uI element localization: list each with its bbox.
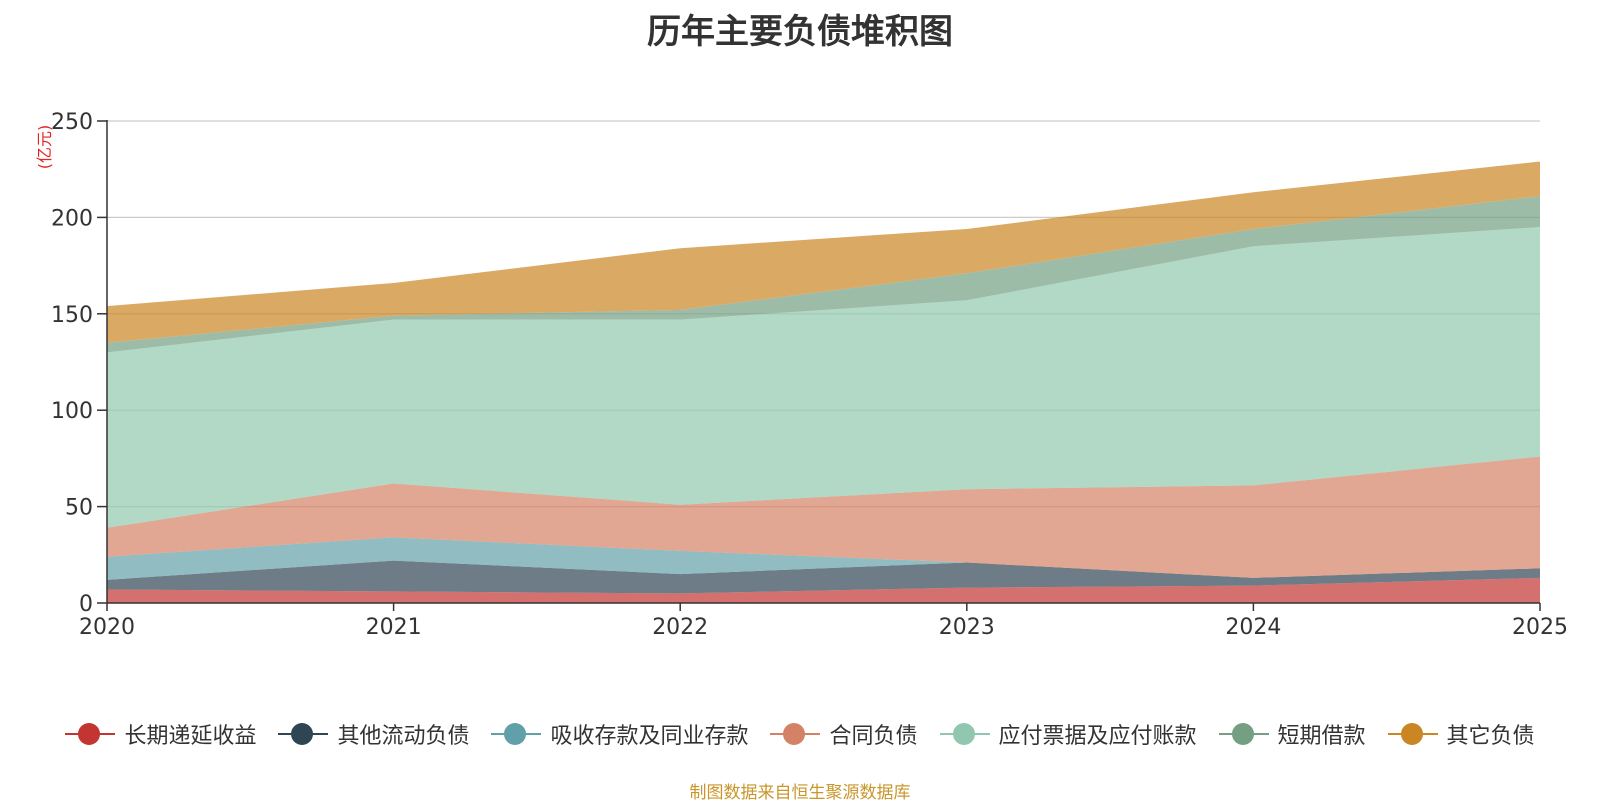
legend-label: 应付票据及应付账款 (998, 724, 1197, 749)
legend-label: 其他流动负债 (337, 724, 470, 749)
y-tick-label: 250 (51, 110, 93, 135)
legend-item[interactable]: 吸收存款及同业存款 (491, 718, 748, 750)
legend-label: 短期借款 (1277, 724, 1366, 749)
series-area-3[interactable] (107, 456, 1540, 578)
legend-swatch-icon (278, 723, 329, 745)
legend-item[interactable]: 其它负债 (1387, 718, 1535, 750)
y-tick-label: 100 (51, 399, 93, 424)
legend-swatch-icon (939, 723, 990, 745)
legend-item[interactable]: 短期借款 (1218, 718, 1366, 750)
series-area-6[interactable] (107, 161, 1540, 343)
legend-label: 长期递延收益 (124, 724, 257, 749)
x-tick-label: 2025 (1512, 615, 1568, 640)
legend-label: 吸收存款及同业存款 (550, 724, 749, 749)
source-note: 制图数据来自恒生聚源数据库 (689, 783, 911, 803)
x-tick-label: 2021 (366, 615, 422, 640)
series-area-2[interactable] (107, 537, 1540, 580)
y-axis-unit-label: (亿元) (35, 125, 54, 170)
series-areas (107, 161, 1540, 603)
chart-title: 历年主要负债堆积图 (647, 12, 953, 52)
legend-item[interactable]: 合同负债 (770, 718, 918, 750)
legend-item[interactable]: 应付票据及应付账款 (939, 718, 1197, 750)
series-area-1[interactable] (107, 560, 1540, 594)
legend: 长期递延收益 其他流动负债 吸收存款及同业存款 合同负债 应付票据及应付账款 短期借款 其它… (0, 718, 1600, 750)
legend-swatch-icon (1218, 723, 1269, 745)
y-tick-label: 200 (51, 206, 93, 231)
y-tick-label: 50 (65, 496, 93, 521)
y-tick-label: 0 (79, 592, 93, 617)
legend-label: 其它负债 (1446, 724, 1535, 749)
legend-swatch-icon (770, 723, 821, 745)
series-area-4[interactable] (107, 227, 1540, 528)
legend-item[interactable]: 长期递延收益 (65, 718, 256, 750)
x-tick-label: 2023 (939, 615, 995, 640)
legend-swatch-icon (65, 723, 116, 745)
x-tick-label: 2022 (652, 615, 708, 640)
axes: 0 50 100 150 200 250 2020 2021 2022 2023 2024 2025 (51, 110, 1568, 640)
series-area-0[interactable] (107, 577, 1540, 603)
legend-label: 合同负债 (829, 724, 918, 749)
legend-swatch-icon (491, 723, 542, 745)
y-tick-label: 150 (51, 303, 93, 328)
x-tick-label: 2020 (79, 615, 135, 640)
x-tick-label: 2024 (1225, 615, 1281, 640)
legend-item[interactable]: 其他流动负债 (278, 718, 469, 750)
legend-swatch-icon (1387, 723, 1438, 745)
